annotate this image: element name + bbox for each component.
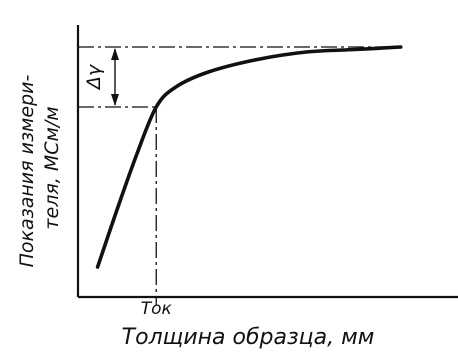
y-axis-label: Показания измери- теля, МСм/м [16,69,63,268]
delta-marker [111,48,119,106]
x-axis-label: Толщина образца, мм [122,325,375,350]
y-axis-label-line1: Показания измери- [16,75,38,268]
delta-arrow-head-bottom [111,94,119,106]
y-axis-label-line2: теля, МСм/м [41,106,63,229]
reference-lines [78,47,396,305]
delta-label: Δγ [83,63,105,91]
series-line [98,47,401,267]
delta-arrow-head-top [111,48,119,60]
x-tick-label: Tок [141,299,173,319]
